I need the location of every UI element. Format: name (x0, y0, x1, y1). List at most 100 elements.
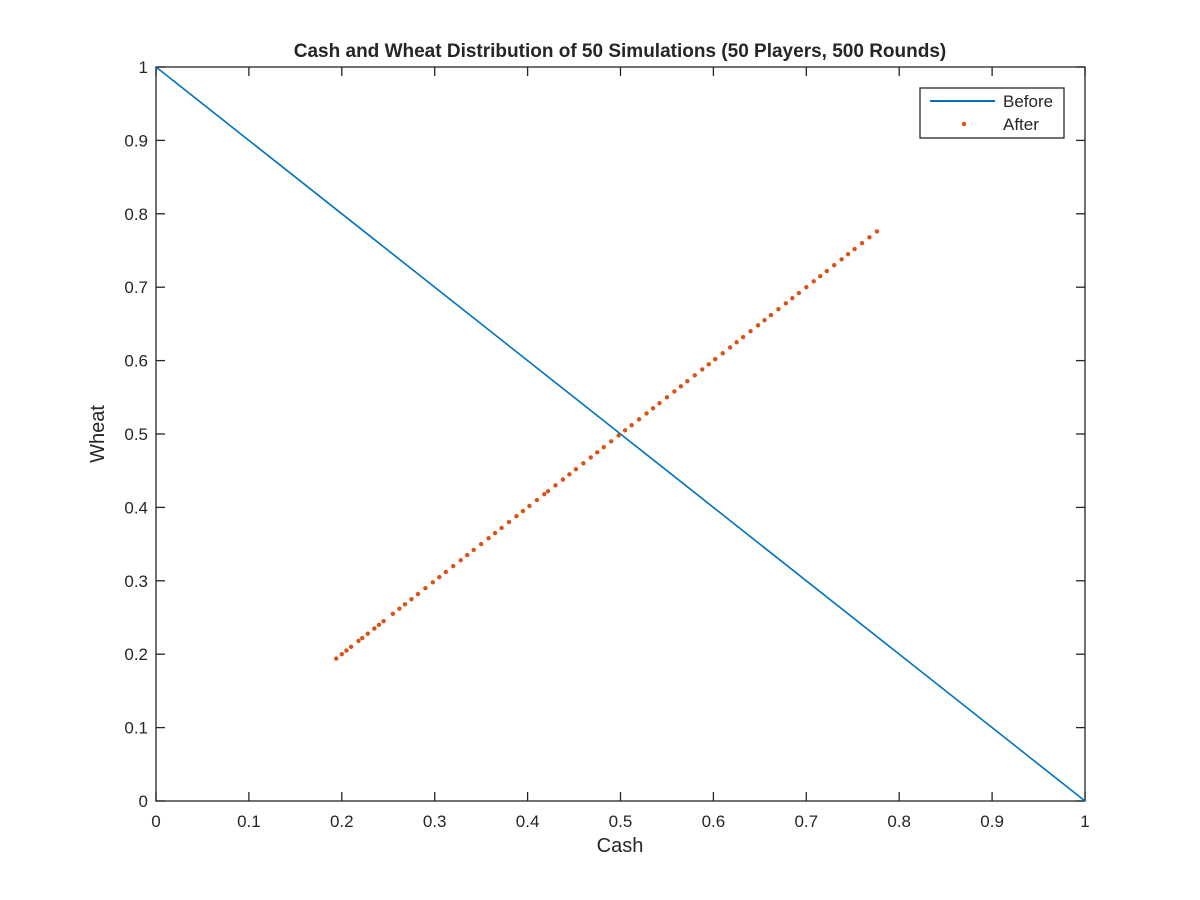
series-after-point (790, 296, 795, 301)
series-after-point (520, 508, 526, 514)
series-after-point (700, 367, 705, 372)
series-after-point (644, 411, 649, 416)
y-tick-label: 0.4 (124, 498, 148, 517)
series-after-point (381, 618, 386, 624)
y-tick-label: 0.1 (124, 719, 148, 738)
series-after-point (692, 373, 698, 378)
series-after-point (845, 251, 851, 257)
series-after-point (506, 519, 512, 525)
series-after-point (372, 626, 377, 631)
series-after-point (478, 541, 484, 547)
series-after-point (720, 351, 725, 356)
x-tick-label: 1 (1080, 812, 1089, 831)
series-after-point (685, 378, 690, 384)
x-tick-label: 0 (151, 812, 160, 831)
y-tick-label: 0.9 (124, 131, 148, 150)
series-after-point (423, 585, 428, 591)
series-after-point (804, 285, 809, 290)
y-tick-label: 1 (139, 58, 148, 77)
series-after-point (402, 602, 408, 607)
y-tick-label: 0.8 (124, 205, 148, 224)
series-after-point (636, 417, 642, 422)
y-tick-label: 0.2 (124, 645, 148, 664)
series-after-point (609, 439, 614, 444)
y-tick-label: 0.6 (124, 352, 148, 371)
series-after-point (486, 536, 491, 541)
series-after-point (706, 362, 711, 367)
y-tick-label: 0.5 (124, 425, 148, 444)
x-axis-label: Cash (597, 835, 644, 857)
series-after-point (588, 455, 593, 460)
series-after-point (748, 329, 753, 334)
x-tick-label: 0.4 (516, 812, 540, 831)
series-after-point (344, 648, 349, 653)
x-tick-label: 0.2 (330, 812, 354, 831)
series-after-point (339, 652, 344, 657)
series-after-point (560, 477, 566, 482)
series-after-point (678, 384, 684, 389)
series-after-point (499, 525, 504, 531)
series-after-point (672, 389, 677, 394)
series-after-point (768, 312, 774, 318)
series-after-point (451, 563, 456, 569)
series-after-point (415, 591, 421, 597)
series-after-point (811, 279, 816, 284)
series-after-point (796, 290, 802, 296)
series-after-point (360, 635, 365, 641)
series-before-line (155, 66, 1086, 802)
y-tick-label: 0.7 (124, 278, 148, 297)
x-tick-label: 0.9 (980, 812, 1004, 831)
series-after-point (713, 356, 718, 362)
legend-after-marker (961, 121, 967, 127)
series-after-point (356, 638, 361, 644)
series-after-point (762, 318, 767, 323)
y-axis-label: Wheat (87, 405, 109, 463)
series-after-point (376, 622, 382, 628)
x-tick-label: 0.8 (887, 812, 911, 831)
series-after-point (629, 422, 634, 428)
series-after-point (595, 450, 600, 455)
series-after-point (348, 644, 354, 650)
x-tick-label: 0.5 (609, 812, 633, 831)
series-after-point (437, 574, 442, 580)
series-after-point (458, 558, 463, 563)
series-after-point (839, 257, 844, 262)
series-after-point (534, 497, 540, 503)
series-after-point (409, 596, 414, 602)
legend-after-label: After (1003, 115, 1039, 134)
series-after-point (397, 606, 402, 611)
x-tick-label: 0.7 (794, 812, 818, 831)
y-tick-label: 0 (139, 792, 148, 811)
series-after-point (545, 489, 551, 494)
legend-before-label: Before (1003, 92, 1053, 111)
series-after-point (867, 235, 872, 240)
series-after-point (831, 262, 837, 268)
chart-title: Cash and Wheat Distribution of 50 Simula… (294, 41, 946, 62)
series-after-point (622, 428, 628, 433)
y-tick-label: 0.3 (124, 572, 148, 591)
x-tick-label: 0.3 (423, 812, 447, 831)
series-after-point (553, 483, 558, 488)
series-after-point (581, 461, 586, 466)
series-after-point (650, 406, 656, 411)
series-after-point (567, 472, 572, 477)
legend-box (919, 87, 1065, 139)
series-after-point (443, 569, 449, 575)
legend: Before After (919, 87, 1065, 139)
series-after-point (859, 240, 865, 246)
series-after-point (365, 631, 371, 636)
series-after-point (465, 552, 470, 558)
series-after-point (471, 547, 476, 553)
series-after-point (727, 345, 733, 350)
plot-area: 0 0.1 0.2 0.3 0.4 0.5 0.6 0.7 0.8 0.9 1 0 0.1 0.2 0.3 0… (124, 58, 1089, 831)
series-after-point (755, 323, 761, 328)
series-after-point (492, 530, 498, 536)
series-after-point (874, 229, 880, 234)
series-after-point (824, 268, 829, 274)
series-after-point (334, 656, 339, 661)
series-after-point (657, 400, 662, 406)
series-after-point (818, 273, 823, 279)
x-tick-label: 0.1 (237, 812, 261, 831)
series-after-point (740, 334, 746, 340)
